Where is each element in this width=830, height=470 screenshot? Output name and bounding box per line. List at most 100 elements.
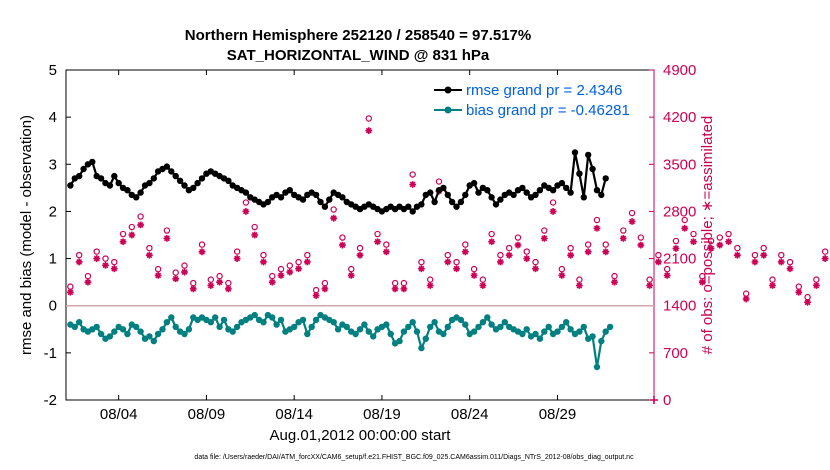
obs-assimilated-marker (172, 275, 180, 283)
bias-point (308, 323, 315, 331)
plot-area (65, 69, 655, 401)
obs-possible-marker (260, 251, 267, 259)
y-tick-label-left: 1 (49, 251, 57, 268)
obs-possible-marker (339, 234, 346, 241)
obs-assimilated-marker (391, 285, 399, 293)
bias-point (356, 326, 364, 333)
rmse-point (321, 203, 329, 210)
obs-assimilated-marker (84, 278, 92, 286)
bias-point (330, 319, 337, 326)
bias-point (154, 330, 162, 338)
obs-possible-marker (514, 234, 522, 241)
rmse-point (277, 194, 285, 201)
obs-assimilated-marker (576, 282, 583, 289)
obs-possible-marker (348, 265, 355, 273)
bias-point (602, 328, 609, 335)
bias-point (124, 330, 131, 338)
rmse-point (589, 165, 596, 173)
obs-assimilated-marker (514, 241, 522, 249)
bias-point (76, 319, 83, 326)
bias-point (409, 319, 416, 326)
bias-point (519, 330, 526, 338)
bias-point (418, 344, 425, 352)
y-axis-right: 0 700 1400 2100 2800 3500 4200 4900 (649, 62, 696, 409)
obs-assimilated-marker (356, 251, 364, 259)
bias-point (106, 333, 114, 340)
obs-possible-marker (146, 244, 153, 252)
bias-point (427, 323, 434, 331)
obs-possible-marker (795, 283, 803, 290)
obs-possible-marker (330, 206, 337, 213)
chart-title: Northern Hemisphere 252120 / 258540 = 97… (185, 27, 531, 44)
rmse-point (444, 191, 451, 199)
legend-rmse-marker (444, 86, 452, 94)
obs-assimilated-marker (698, 278, 706, 286)
obs-possible-marker (541, 227, 548, 234)
bias-point (554, 328, 561, 335)
rmse-point (409, 208, 416, 215)
bias-point (431, 319, 438, 326)
obs-assimilated-marker (303, 258, 311, 266)
obs-possible-marker (137, 213, 144, 220)
obs-assimilated-marker (786, 265, 794, 273)
obs-assimilated-marker (567, 251, 575, 259)
obs-possible-marker (760, 244, 767, 252)
bias-point (536, 335, 544, 342)
bias-point (273, 321, 280, 328)
rmse-point (115, 179, 122, 187)
bias-point (400, 328, 408, 335)
obs-possible-marker (734, 244, 741, 252)
legend-bias-marker (444, 106, 452, 114)
obs-possible-marker (778, 251, 785, 259)
obs-assimilated-marker (769, 282, 776, 289)
rmse-point (532, 191, 539, 199)
obs-possible-marker (365, 115, 372, 122)
rmse-point (488, 194, 495, 201)
bias-point (212, 314, 219, 321)
bias-point (413, 328, 421, 335)
y-tick-label-right: 700 (663, 345, 688, 362)
rmse-point (440, 184, 447, 192)
obs-possible-marker (198, 241, 206, 248)
bias-point (558, 323, 566, 331)
bias-point (251, 311, 258, 319)
bias-point (361, 321, 368, 328)
obs-possible-marker (163, 227, 171, 234)
obs-assimilated-marker (558, 272, 566, 279)
x-tick-label: 08/24 (451, 406, 489, 423)
obs-possible-marker (181, 262, 188, 269)
rmse-point (405, 203, 412, 210)
obs-assimilated-marker (312, 292, 320, 300)
legend: rmse grand pr = 2.4346 bias grand pr = -… (429, 77, 647, 119)
obs-possible-marker (488, 230, 495, 238)
obs-possible-marker (628, 209, 636, 217)
rmse-point (76, 172, 83, 180)
obs-assimilated-marker (690, 238, 697, 246)
obs-possible-marker (75, 251, 83, 259)
bias-point (111, 328, 118, 335)
obs-assimilated-marker (382, 248, 390, 256)
obs-assimilated-marker (663, 272, 671, 279)
obs-assimilated-marker (602, 248, 610, 256)
obs-assimilated-marker (286, 268, 294, 276)
obs-possible-marker (295, 258, 302, 266)
obs-possible-marker (356, 244, 364, 252)
x-tick-label: 08/14 (275, 406, 313, 423)
bias-point (396, 337, 403, 345)
rmse-point (558, 179, 566, 187)
obs-assimilated-marker (154, 272, 162, 279)
rmse-point (80, 165, 87, 173)
bias-point (598, 337, 605, 345)
bias-point (470, 328, 478, 335)
bias-point (150, 337, 157, 345)
bias-point (260, 319, 267, 326)
rmse-point (317, 198, 324, 206)
bias-point (334, 326, 342, 333)
rmse-point (312, 191, 320, 199)
obs-possible-marker (620, 227, 627, 234)
bias-point (501, 319, 508, 326)
obs-assimilated-marker (426, 282, 434, 289)
bias-point (181, 330, 188, 338)
obs-assimilated-marker (795, 288, 803, 296)
